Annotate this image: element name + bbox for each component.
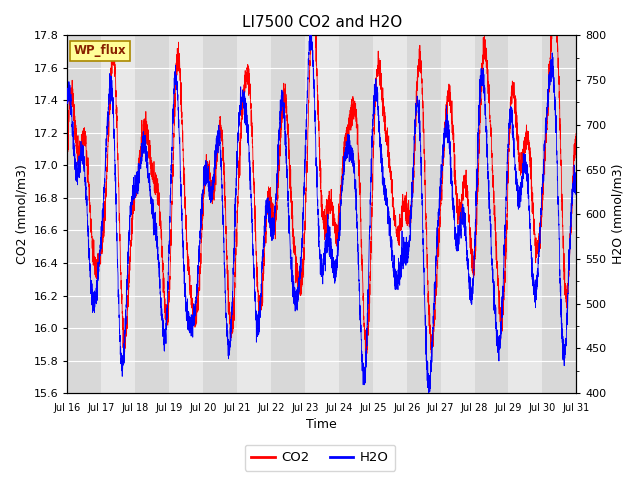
Bar — [135, 36, 169, 393]
Bar — [372, 36, 406, 393]
Bar — [440, 36, 474, 393]
Bar — [542, 36, 576, 393]
Bar — [203, 36, 237, 393]
Bar — [169, 36, 203, 393]
Bar — [406, 36, 440, 393]
Title: LI7500 CO2 and H2O: LI7500 CO2 and H2O — [242, 15, 402, 30]
Bar — [339, 36, 372, 393]
Text: WP_flux: WP_flux — [74, 44, 126, 57]
Bar — [576, 36, 610, 393]
Bar — [305, 36, 339, 393]
Bar — [101, 36, 135, 393]
Bar — [508, 36, 542, 393]
Legend: CO2, H2O: CO2, H2O — [244, 445, 396, 471]
Y-axis label: CO2 (mmol/m3): CO2 (mmol/m3) — [15, 164, 28, 264]
X-axis label: Time: Time — [307, 419, 337, 432]
Bar — [474, 36, 508, 393]
Y-axis label: H2O (mmol/m3): H2O (mmol/m3) — [612, 164, 625, 264]
Bar — [237, 36, 271, 393]
Bar — [271, 36, 305, 393]
Bar — [67, 36, 101, 393]
